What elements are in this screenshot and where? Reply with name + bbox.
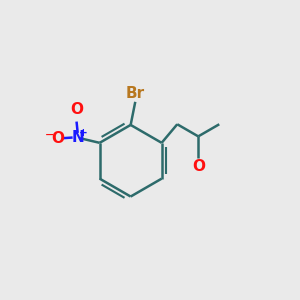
Text: −: −: [45, 130, 54, 140]
Text: N: N: [71, 130, 84, 145]
Text: +: +: [78, 128, 87, 138]
Text: O: O: [70, 102, 83, 117]
Text: O: O: [192, 160, 205, 175]
Text: Br: Br: [126, 86, 145, 101]
Text: O: O: [51, 131, 64, 146]
